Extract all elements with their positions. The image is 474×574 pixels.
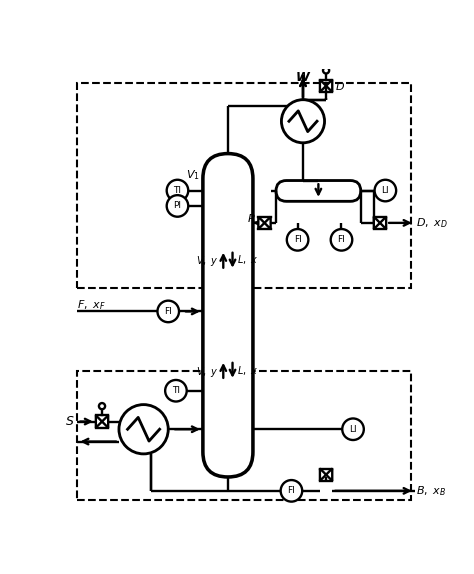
Circle shape xyxy=(342,418,364,440)
Text: $D,\ x_D$: $D,\ x_D$ xyxy=(416,216,448,230)
FancyBboxPatch shape xyxy=(276,181,361,201)
Text: FI: FI xyxy=(337,235,346,245)
Text: $L,\ x$: $L,\ x$ xyxy=(237,364,259,377)
Circle shape xyxy=(165,380,187,402)
Polygon shape xyxy=(326,468,332,481)
Text: FI: FI xyxy=(294,235,301,245)
Polygon shape xyxy=(264,217,271,229)
Bar xyxy=(77,371,411,500)
Bar xyxy=(77,83,411,288)
Text: $V,\ y$: $V,\ y$ xyxy=(196,254,219,269)
Text: LI: LI xyxy=(349,425,357,434)
Polygon shape xyxy=(380,217,386,229)
Text: $B,\ x_B$: $B,\ x_B$ xyxy=(416,484,447,498)
Polygon shape xyxy=(102,416,108,428)
Text: $V,\ y$: $V,\ y$ xyxy=(196,365,219,379)
Polygon shape xyxy=(374,217,380,229)
Circle shape xyxy=(323,67,329,73)
Circle shape xyxy=(167,195,188,217)
Text: $L,\ x$: $L,\ x$ xyxy=(237,253,259,266)
Circle shape xyxy=(331,229,352,251)
Text: W: W xyxy=(296,71,310,84)
Text: $V_1$: $V_1$ xyxy=(186,168,200,182)
Text: FI: FI xyxy=(164,307,172,316)
Circle shape xyxy=(119,405,168,454)
Text: TI: TI xyxy=(172,386,180,395)
Polygon shape xyxy=(320,468,326,481)
Circle shape xyxy=(281,480,302,502)
Text: PI: PI xyxy=(173,201,182,211)
Text: D: D xyxy=(335,82,344,92)
Polygon shape xyxy=(258,217,264,229)
Circle shape xyxy=(287,229,309,251)
Text: $F,\ x_F$: $F,\ x_F$ xyxy=(77,298,106,312)
Text: S: S xyxy=(66,415,74,428)
Text: LI: LI xyxy=(382,186,389,195)
Circle shape xyxy=(99,403,105,409)
FancyBboxPatch shape xyxy=(203,154,253,477)
Polygon shape xyxy=(320,80,326,92)
Polygon shape xyxy=(96,416,102,428)
Circle shape xyxy=(374,180,396,201)
Text: TI: TI xyxy=(173,186,182,195)
Text: FI: FI xyxy=(288,486,295,495)
Circle shape xyxy=(157,301,179,322)
Circle shape xyxy=(167,180,188,201)
Circle shape xyxy=(282,100,325,143)
Polygon shape xyxy=(326,80,332,92)
Text: R: R xyxy=(247,214,255,224)
